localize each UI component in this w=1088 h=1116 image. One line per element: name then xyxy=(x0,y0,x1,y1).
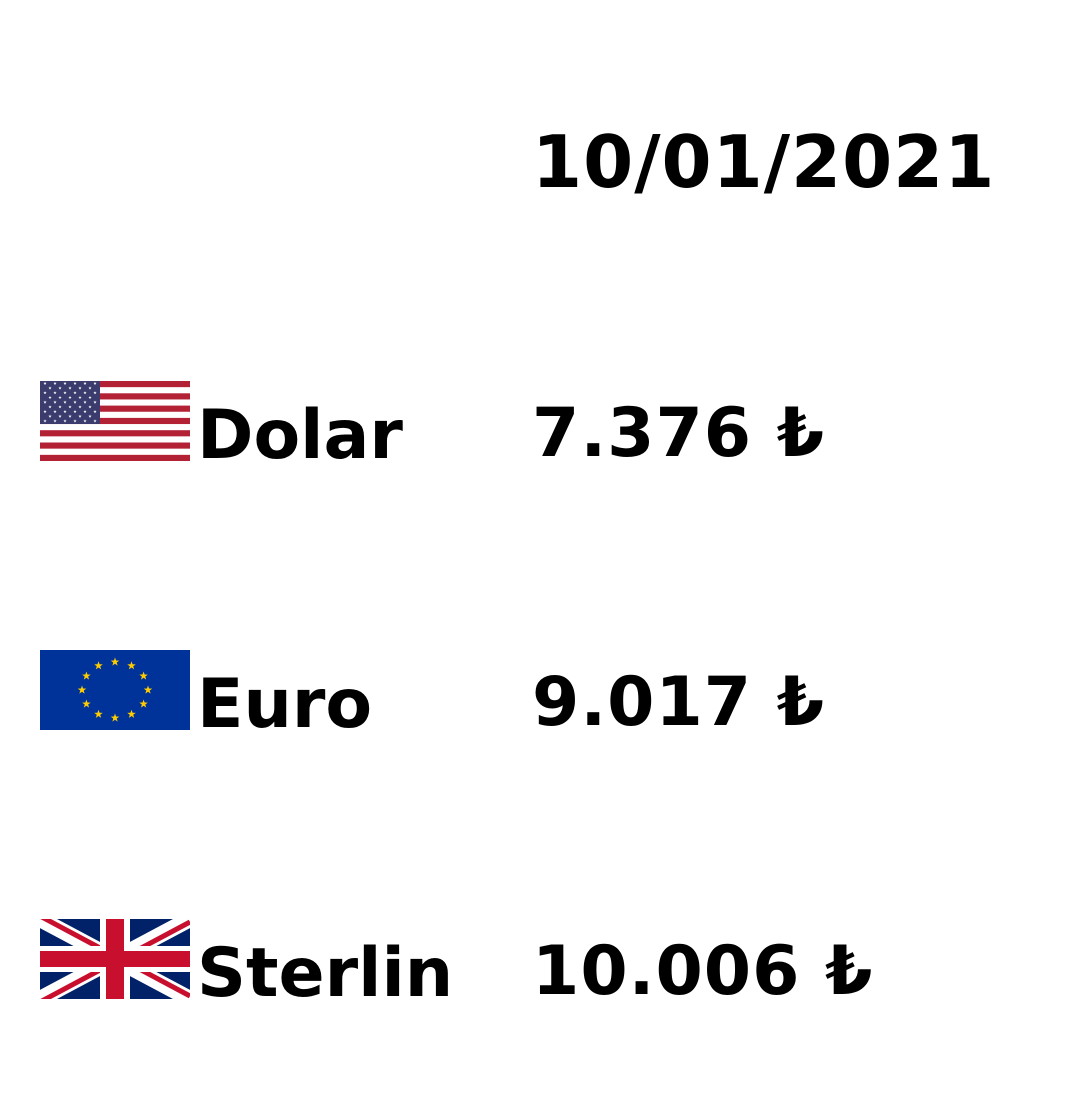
us-star-shape xyxy=(58,405,62,409)
us-star-shape xyxy=(43,391,47,395)
us-star-shape xyxy=(68,405,72,409)
currency-row-euro: Euro 9.017 ₺ xyxy=(0,649,1088,749)
eu-star-shape xyxy=(139,671,148,680)
us-star-shape xyxy=(53,409,57,413)
us-star-shape xyxy=(93,409,97,413)
eu-flag-icon xyxy=(40,650,190,730)
us-star-shape xyxy=(83,391,87,395)
eu-star-shape xyxy=(82,671,91,680)
us-star-shape xyxy=(78,414,82,418)
us-star-shape xyxy=(48,386,52,390)
us-star-shape xyxy=(53,381,57,385)
us-star-shape xyxy=(78,405,82,409)
us-star-shape xyxy=(73,409,77,413)
us-star-shape xyxy=(83,419,87,423)
us-star-shape xyxy=(43,381,47,385)
eu-star-shape xyxy=(77,685,87,694)
us-star-shape xyxy=(48,405,52,409)
us-flag-icon xyxy=(40,381,190,461)
us-star-shape xyxy=(48,395,52,399)
eu-star-shape xyxy=(127,709,136,718)
currency-rate-dolar: 7.376 ₺ xyxy=(532,394,826,473)
us-star-shape xyxy=(73,381,77,385)
us-star-shape xyxy=(58,386,62,390)
us-star-shape xyxy=(93,400,97,404)
us-star-shape xyxy=(93,419,97,423)
us-star-shape xyxy=(88,405,92,409)
currency-rate-euro: 9.017 ₺ xyxy=(532,663,826,742)
eu-star-shape xyxy=(143,685,153,694)
us-star-shape xyxy=(43,419,47,423)
us-star-shape xyxy=(93,391,97,395)
us-star-shape xyxy=(58,395,62,399)
us-star-shape xyxy=(63,381,67,385)
us-star-shape xyxy=(43,409,47,413)
us-star-shape xyxy=(68,386,72,390)
us-star-shape xyxy=(68,414,72,418)
us-star-shape xyxy=(83,381,87,385)
eu-star-shape xyxy=(127,661,136,670)
us-star-shape xyxy=(78,386,82,390)
us-star-shape xyxy=(68,395,72,399)
us-star-shape xyxy=(43,400,47,404)
us-star-shape xyxy=(63,409,67,413)
eu-star-shape xyxy=(94,709,103,718)
us-star-shape xyxy=(53,419,57,423)
currency-name-euro: Euro xyxy=(197,665,373,744)
us-star-shape xyxy=(73,391,77,395)
us-star-shape xyxy=(48,414,52,418)
us-star-shape xyxy=(53,400,57,404)
us-star-shape xyxy=(63,419,67,423)
us-star-shape xyxy=(83,409,87,413)
us-star-shape xyxy=(73,400,77,404)
us-star-shape xyxy=(88,414,92,418)
us-star-shape xyxy=(73,419,77,423)
us-star-shape xyxy=(58,414,62,418)
us-star-shape xyxy=(78,395,82,399)
eu-star-shape xyxy=(94,661,103,670)
eu-star-shape xyxy=(110,657,120,666)
eu-star-shape xyxy=(139,699,148,708)
currency-rate-sterlin: 10.006 ₺ xyxy=(532,932,874,1011)
us-star-shape xyxy=(53,391,57,395)
currency-name-dolar: Dolar xyxy=(197,396,403,475)
uk-flag-icon xyxy=(40,919,190,999)
eu-star-shape xyxy=(110,713,120,722)
us-star-shape xyxy=(63,400,67,404)
us-star-shape xyxy=(93,381,97,385)
currency-row-dolar: Dolar 7.376 ₺ xyxy=(0,380,1088,480)
us-star-shape xyxy=(88,386,92,390)
us-star-shape xyxy=(88,395,92,399)
us-star-shape xyxy=(63,391,67,395)
currency-row-sterlin: Sterlin 10.006 ₺ xyxy=(0,918,1088,1018)
currency-name-sterlin: Sterlin xyxy=(197,934,454,1013)
eu-star-shape xyxy=(82,699,91,708)
date-label: 10/01/2021 xyxy=(532,120,996,204)
us-star-shape xyxy=(83,400,87,404)
